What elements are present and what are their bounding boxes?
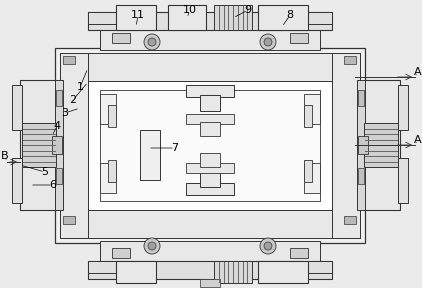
Bar xyxy=(140,130,160,180)
Bar xyxy=(63,56,75,64)
Bar xyxy=(100,28,320,50)
Bar xyxy=(112,33,130,43)
Bar xyxy=(22,123,56,167)
Text: 2: 2 xyxy=(70,95,76,105)
Circle shape xyxy=(260,34,276,50)
Bar xyxy=(344,56,356,64)
Bar xyxy=(357,80,365,210)
Bar xyxy=(304,261,332,273)
Bar xyxy=(214,5,252,30)
Bar xyxy=(168,5,206,30)
Bar xyxy=(100,163,116,193)
Bar xyxy=(358,168,364,184)
Bar xyxy=(108,160,116,182)
Text: A: A xyxy=(414,135,422,145)
Bar xyxy=(363,80,400,210)
Bar xyxy=(290,33,308,43)
Bar xyxy=(186,85,234,97)
Bar xyxy=(186,163,234,173)
Bar xyxy=(304,94,320,124)
Bar xyxy=(186,114,234,124)
Bar xyxy=(52,136,62,154)
Bar xyxy=(200,279,220,287)
Text: 6: 6 xyxy=(49,180,57,190)
Bar xyxy=(258,261,308,283)
Bar xyxy=(56,168,62,184)
Bar xyxy=(88,81,332,210)
Text: 7: 7 xyxy=(171,143,179,153)
Text: 9: 9 xyxy=(244,5,252,15)
Bar xyxy=(60,210,360,238)
Circle shape xyxy=(148,242,156,250)
Bar xyxy=(398,85,408,130)
Bar xyxy=(20,80,57,210)
Bar xyxy=(116,5,156,30)
Bar xyxy=(290,248,308,258)
Bar xyxy=(56,90,62,106)
Bar xyxy=(100,94,116,124)
Bar xyxy=(60,53,88,238)
Bar xyxy=(108,105,116,127)
Bar xyxy=(100,90,320,201)
Bar xyxy=(200,171,220,187)
Bar xyxy=(88,261,332,279)
Bar xyxy=(100,241,320,263)
Circle shape xyxy=(264,38,272,46)
Circle shape xyxy=(148,38,156,46)
Circle shape xyxy=(144,34,160,50)
Text: 3: 3 xyxy=(62,108,68,118)
Bar xyxy=(304,105,312,127)
Bar xyxy=(200,122,220,136)
Circle shape xyxy=(260,238,276,254)
Circle shape xyxy=(264,242,272,250)
Bar xyxy=(12,85,22,130)
Text: 10: 10 xyxy=(183,5,197,15)
Text: 1: 1 xyxy=(76,82,84,92)
Bar xyxy=(60,53,360,81)
Bar xyxy=(304,160,312,182)
Text: 5: 5 xyxy=(41,167,49,177)
Bar xyxy=(332,53,360,238)
Bar xyxy=(88,12,332,30)
Bar xyxy=(304,163,320,193)
Bar xyxy=(88,12,116,24)
Bar xyxy=(55,80,63,210)
Bar xyxy=(214,261,252,283)
Bar xyxy=(258,5,308,30)
Bar xyxy=(344,216,356,224)
Bar xyxy=(12,158,22,203)
Text: B: B xyxy=(1,151,9,161)
Bar xyxy=(186,183,234,195)
Bar xyxy=(55,48,365,243)
Bar xyxy=(200,153,220,167)
Bar xyxy=(398,158,408,203)
Text: A: A xyxy=(414,67,422,77)
Bar xyxy=(112,248,130,258)
Text: 11: 11 xyxy=(131,10,145,20)
Bar xyxy=(63,216,75,224)
Text: 4: 4 xyxy=(54,121,61,131)
Bar xyxy=(358,136,368,154)
Bar xyxy=(200,95,220,111)
Bar xyxy=(304,12,332,24)
Bar xyxy=(364,123,398,167)
Circle shape xyxy=(144,238,160,254)
Text: 8: 8 xyxy=(287,10,294,20)
Bar xyxy=(358,90,364,106)
Bar xyxy=(116,261,156,283)
Bar xyxy=(88,261,116,273)
